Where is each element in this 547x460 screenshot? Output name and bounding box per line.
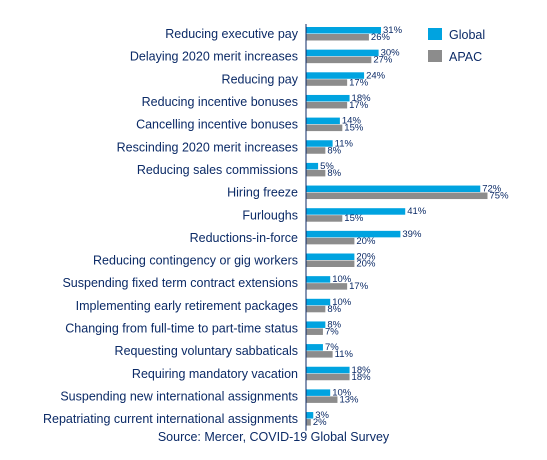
bar-apac [306,260,355,267]
value-label-apac: 11% [335,349,354,360]
bar-global [306,276,331,283]
category-label: Changing from full-time to part-time sta… [65,322,298,336]
bar-global [306,72,365,79]
value-label-apac: 17% [349,100,369,111]
value-label-apac: 8% [327,145,341,156]
bar-global [306,253,355,260]
source-note: Source: Mercer, COVID-19 Global Survey [157,430,390,444]
bar-global [306,49,379,57]
value-label-apac: 27% [373,55,393,66]
legend-label-apac: APAC [449,50,482,64]
bar-global [306,117,340,125]
bar-global [306,412,314,419]
bar-apac [306,192,488,200]
bar-apac [306,56,372,64]
bar-apac [306,34,369,41]
legend-swatch-global [428,28,442,40]
value-label-apac: 8% [327,168,341,179]
value-label-global: 10% [332,297,352,308]
bar-apac [306,215,343,222]
category-label: Requiring mandatory vacation [132,367,298,381]
category-label: Suspending new international assignments [60,389,298,403]
bar-apac [306,396,338,403]
bar-apac [306,79,348,86]
bar-global [306,27,382,34]
value-label-global: 8% [327,319,341,330]
value-label-global: 7% [325,342,339,353]
bar-apac [306,373,350,381]
category-label: Delaying 2020 merit increases [130,50,298,64]
category-label: Reducing sales commissions [137,163,298,177]
value-label-global: 72% [482,184,502,195]
category-labels-group: Reducing executive pay Delaying 2020 meri… [43,27,299,426]
bar-apac [306,237,355,245]
value-label-global: 18% [352,93,372,104]
category-label: Repatriating current international assig… [43,412,298,426]
bar-global [306,298,331,306]
value-label-global: 10% [332,274,352,285]
value-label-global: 18% [352,365,372,376]
bar-global [306,94,350,102]
bar-global [306,321,326,328]
category-label: Implementing early retirement packages [76,299,298,313]
category-label: Reductions-in-force [190,231,298,245]
value-label-apac: 15% [344,123,364,134]
value-label-global: 5% [320,161,334,172]
category-label: Suspending fixed term contract extension… [62,276,298,290]
value-label-apac: 7% [325,326,339,337]
value-label-apac: 17% [349,281,369,292]
bar-global [306,140,333,147]
value-label-apac: 13% [339,394,359,405]
legend: Global APAC [428,28,485,64]
legend-swatch-apac [428,50,442,62]
value-label-global: 3% [315,410,329,421]
bar-apac [306,305,326,313]
bar-global [306,208,406,215]
value-label-apac: 75% [490,191,510,202]
bar-apac [306,328,323,335]
value-label-apac: 20% [356,236,376,247]
value-label-global: 24% [366,70,386,81]
bar-global [306,344,323,351]
category-label: Reducing pay [222,72,299,86]
value-label-apac: 20% [356,259,376,270]
value-label-global: 10% [332,387,352,398]
bar-global [306,185,481,193]
value-label-global: 31% [383,25,403,36]
value-label-apac: 18% [352,372,372,383]
value-label-apac: 15% [344,213,364,224]
bars-group: 31%26%30%27%24%17%18%17%14%15%11%8%5%8%7… [306,25,509,428]
value-label-apac: 26% [371,32,391,43]
value-label-global: 39% [402,229,422,240]
bar-apac [306,169,326,177]
category-label: Reducing contingency or gig workers [93,254,298,268]
value-label-global: 41% [407,206,427,217]
bar-apac [306,147,326,154]
legend-label-global: Global [449,28,485,42]
category-label: Furloughs [242,208,298,222]
bar-apac [306,124,343,132]
bar-apac [306,351,333,358]
category-label: Reducing incentive bonuses [142,95,298,109]
category-label: Cancelling incentive bonuses [136,118,298,132]
value-label-global: 30% [381,48,401,59]
category-label: Rescinding 2020 merit increases [117,140,298,154]
bar-global [306,366,350,374]
value-label-global: 14% [342,116,362,127]
category-label: Hiring freeze [227,186,298,200]
value-label-apac: 2% [313,417,327,428]
value-label-global: 11% [335,138,354,149]
category-label: Reducing executive pay [165,27,298,41]
category-label: Requesting voluntary sabbaticals [115,344,298,358]
bar-apac [306,101,348,109]
value-label-apac: 8% [327,304,341,315]
bar-global [306,389,331,396]
bar-apac [306,283,348,290]
bar-apac [306,419,311,426]
bar-global [306,230,401,238]
bar-global [306,162,319,170]
value-label-apac: 17% [349,77,369,88]
value-label-global: 20% [356,252,376,263]
